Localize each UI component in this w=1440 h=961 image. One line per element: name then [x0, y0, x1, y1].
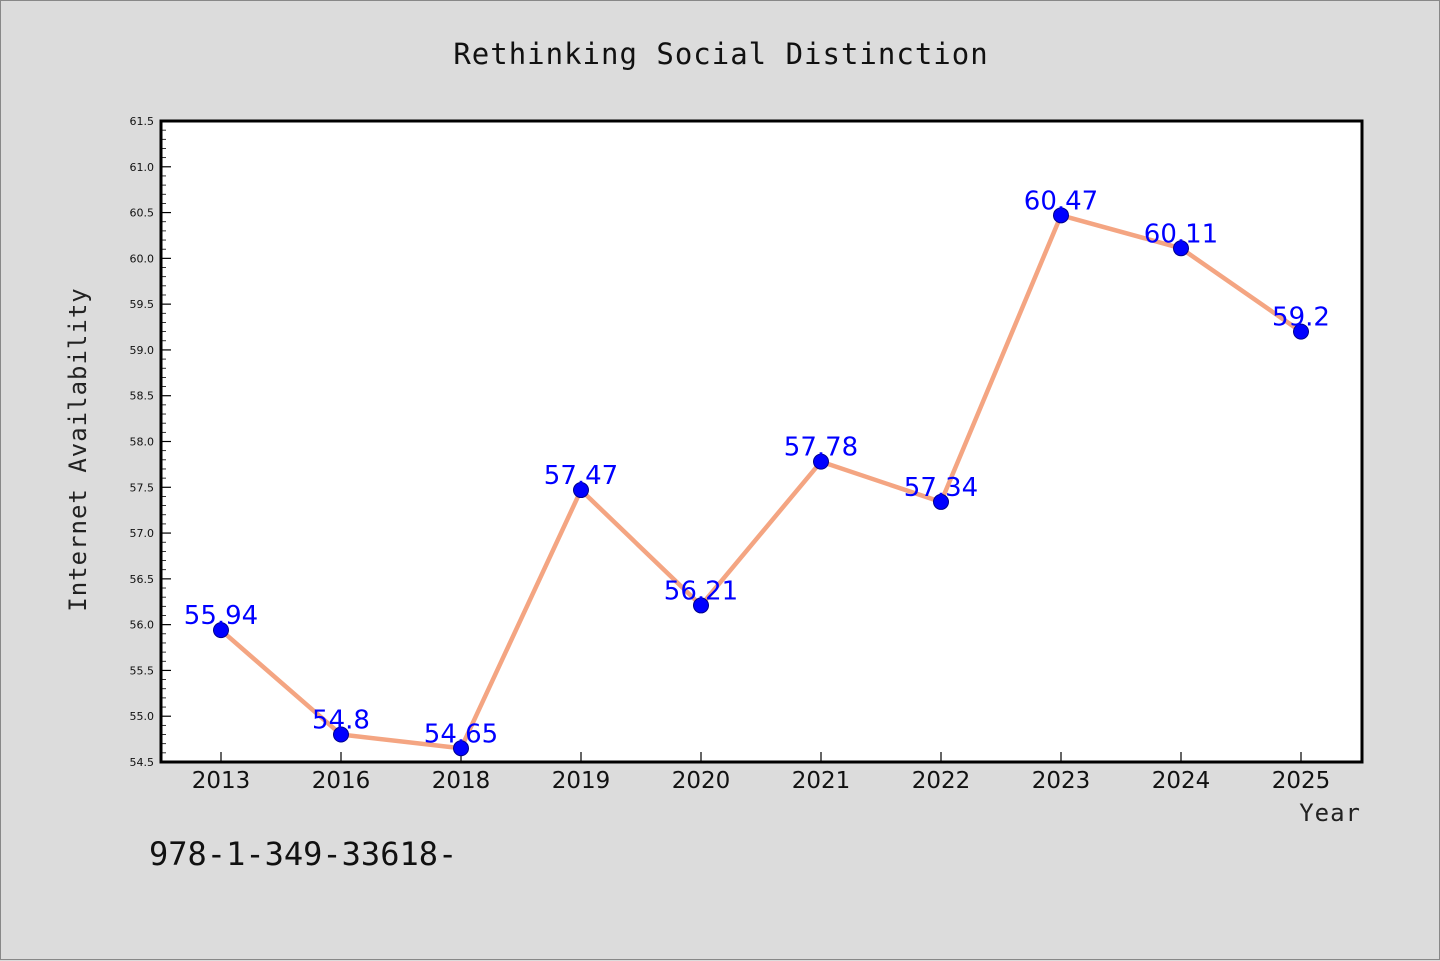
x-tick-label: 2019: [552, 768, 611, 794]
x-tick-label: 2018: [432, 768, 491, 794]
data-point: [453, 740, 469, 757]
series-layer: 55.94 54.8 54.65 57.47 56.21 57.78 57.34 60.47 6…: [184, 186, 1330, 757]
data-label: 57.78: [784, 433, 858, 463]
data-point: [813, 453, 829, 470]
y-tick-label: 61.0: [130, 161, 155, 174]
x-tick-label: 2016: [312, 768, 371, 794]
y-tick-label: 57.5: [130, 481, 155, 494]
y-tick-label: 56.5: [130, 573, 155, 586]
data-label: 57.34: [904, 473, 978, 503]
data-label: 57.47: [544, 461, 618, 491]
x-tick-label: 2021: [792, 768, 851, 794]
y-tick-label: 60.0: [130, 252, 155, 265]
y-tick-label: 59.0: [130, 344, 155, 357]
chart-title: Rethinking Social Distinction: [453, 37, 988, 71]
series-line: [218, 213, 1304, 751]
data-label: 60.47: [1024, 186, 1098, 216]
data-label: 54.8: [312, 706, 370, 736]
y-tick-label: 58.5: [130, 390, 155, 403]
data-label: 60.11: [1144, 219, 1218, 249]
plot-area: [159, 119, 1364, 764]
data-point: [1053, 207, 1069, 224]
data-point: [213, 622, 229, 639]
y-tick-label: 58.0: [130, 436, 155, 449]
x-tick-label: 2025: [1272, 768, 1331, 794]
y-tick-label: 61.5: [130, 115, 155, 128]
y-axis: 54.5 55.0 55.5 56.0 56.5 57.0 57.5 58.0 58.5 59.0…: [130, 115, 171, 769]
data-label: 59.2: [1272, 303, 1330, 333]
data-point: [573, 482, 589, 499]
data-point: [693, 597, 709, 614]
x-tick-label: 2023: [1032, 768, 1091, 794]
data-point: [933, 493, 949, 510]
x-axis: 2013 2016 2018 2019 2020 2021 2022 2023 2024 2025: [192, 752, 1331, 794]
y-tick-label: 60.5: [130, 207, 155, 220]
data-label: 56.21: [664, 576, 738, 606]
y-tick-label: 56.0: [130, 619, 155, 632]
y-tick-label: 57.0: [130, 527, 155, 540]
data-label: 55.94: [184, 601, 258, 631]
y-axis-label: Internet Availability: [64, 287, 92, 611]
y-tick-label: 54.5: [130, 756, 155, 769]
data-point: [1173, 240, 1189, 257]
y-tick-label: 55.5: [130, 664, 155, 677]
y-tick-label: 59.5: [130, 298, 155, 311]
data-point: [333, 726, 349, 743]
x-tick-label: 2022: [912, 768, 971, 794]
x-tick-label: 2024: [1152, 768, 1211, 794]
data-label: 54.65: [424, 719, 498, 749]
x-axis-label: Year: [1299, 799, 1361, 827]
data-point: [1293, 323, 1309, 340]
x-tick-label: 2013: [192, 768, 251, 794]
footer-code: 978-1-349-33618-: [149, 835, 458, 873]
y-tick-label: 55.0: [130, 710, 155, 723]
x-tick-label: 2020: [672, 768, 731, 794]
